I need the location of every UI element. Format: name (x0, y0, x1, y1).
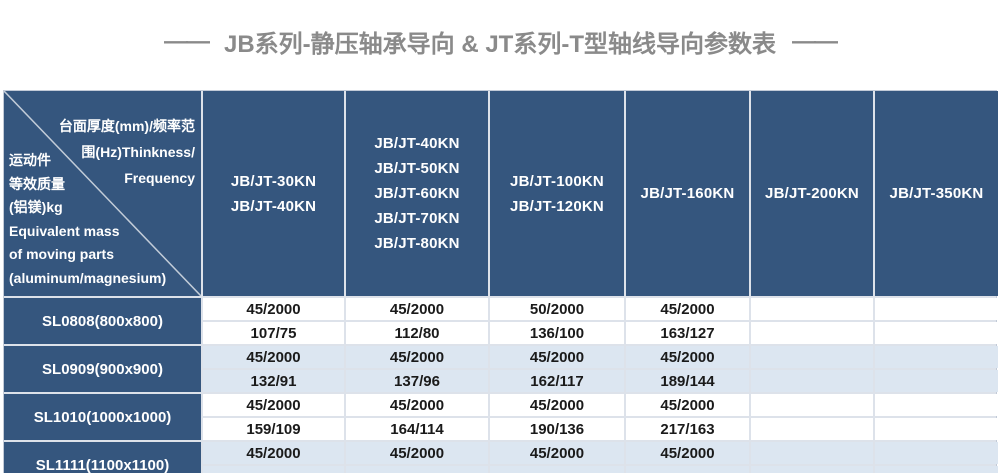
corner-top-right-line: 台面厚度(mm)/频率范 (58, 118, 195, 134)
parameter-table: 台面厚度(mm)/频率范围(Hz)Thinkness/Frequency 运动件… (3, 90, 998, 473)
value-cell: 107/75 (203, 322, 344, 344)
value-cell: 136/100 (490, 322, 624, 344)
value-cell (346, 466, 488, 473)
value-cell: 45/2000 (203, 394, 344, 416)
corner-bottom-left-line: (铝镁)kg (9, 199, 63, 215)
value-cell (875, 442, 998, 464)
column-header-line: JB/JT-40KN (374, 135, 460, 152)
column-header-line: JB/JT-50KN (374, 160, 460, 177)
value-cell (875, 322, 998, 344)
value-cell: 45/2000 (626, 442, 749, 464)
corner-header-cell: 台面厚度(mm)/频率范围(Hz)Thinkness/Frequency 运动件… (4, 91, 201, 296)
value-cell (875, 418, 998, 440)
corner-bottom-left-line: of moving parts (9, 246, 115, 262)
value-cell: 45/2000 (346, 394, 488, 416)
value-cell: 45/2000 (346, 442, 488, 464)
column-header-line: JB/JT-350KN (889, 185, 984, 202)
row-label: SL0808(800x800) (4, 298, 201, 344)
corner-bottom-left-line: (aluminum/magnesium) (9, 269, 167, 286)
value-cell: 45/2000 (626, 346, 749, 368)
value-cell: 159/109 (203, 418, 344, 440)
value-cell: 137/96 (346, 370, 488, 392)
row-label: SL1010(1000x1000) (4, 394, 201, 440)
column-header-line: JB/JT-120KN (510, 197, 604, 215)
page-title-text: JB系列-静压轴承导向 & JT系列-T型轴线导向参数表 (224, 31, 776, 58)
value-cell: 45/2000 (490, 394, 624, 416)
corner-top-right-label: 台面厚度(mm)/频率范围(Hz)Thinkness/Frequency (44, 113, 195, 191)
column-header: JB/JT-30KN JB/JT-40KN (203, 91, 344, 296)
value-cell (875, 394, 998, 416)
title-left-dash: —— (164, 27, 210, 55)
value-cell: 132/91 (203, 370, 344, 392)
value-cell: 45/2000 (490, 346, 624, 368)
column-header: JB/JT-40KN JB/JT-50KN JB/JT-60KN JB/JT-70KN… (346, 91, 488, 296)
corner-top-right-line: Frequency (124, 170, 195, 186)
value-cell: 45/2000 (626, 394, 749, 416)
corner-bottom-left-line: 运动件 (9, 152, 51, 168)
value-cell (875, 346, 998, 368)
value-cell: 50/2000 (490, 298, 624, 320)
column-header-line: JB/JT-200KN (765, 185, 859, 202)
value-cell (751, 370, 873, 392)
value-cell: 112/80 (346, 322, 488, 344)
value-cell (875, 370, 998, 392)
value-cell (751, 346, 873, 368)
value-cell: 163/127 (626, 322, 749, 344)
value-cell: 189/144 (626, 370, 749, 392)
value-cell: 45/2000 (203, 442, 344, 464)
value-cell (751, 442, 873, 464)
column-header: JB/JT-160KN (626, 91, 749, 296)
value-cell (751, 298, 873, 320)
row-label: SL0909(900x900) (4, 346, 201, 392)
value-cell: 162/117 (490, 370, 624, 392)
value-cell: 164/114 (346, 418, 488, 440)
row-label: SL1111(1100x1100) (4, 442, 201, 473)
value-cell: 45/2000 (490, 442, 624, 464)
value-cell: 45/2000 (203, 346, 344, 368)
value-cell (751, 418, 873, 440)
diagonal-divider (4, 91, 201, 296)
value-cell (751, 322, 873, 344)
value-cell (875, 298, 998, 320)
column-header: JB/JT-200KN (751, 91, 873, 296)
column-header-line: JB/JT-70KN (374, 210, 460, 227)
column-header-line: JB/JT-80KN (374, 235, 460, 252)
page-title: —— JB系列-静压轴承导向 & JT系列-T型轴线导向参数表 —— (0, 24, 1000, 59)
title-right-dash: —— (792, 27, 838, 55)
column-header-line: JB/JT-60KN (374, 185, 460, 202)
column-header-line: JB/JT-40KN (230, 197, 317, 215)
value-cell: 45/2000 (346, 346, 488, 368)
value-cell (751, 466, 873, 473)
corner-top-right-line: 围(Hz)Thinkness/ (81, 144, 195, 160)
column-header: JB/JT-350KN (875, 91, 998, 296)
column-header-line: JB/JT-160KN (640, 185, 735, 202)
value-cell (203, 466, 344, 473)
value-cell: 45/2000 (626, 298, 749, 320)
column-header-line: JB/JT-100KN (510, 172, 604, 190)
value-cell (751, 394, 873, 416)
column-header: JB/JT-100KN JB/JT-120KN (490, 91, 624, 296)
value-cell: 45/2000 (346, 298, 488, 320)
corner-bottom-left-label: 运动件等效质量 (铝镁)kg Equivalent mass of moving pa… (9, 149, 197, 290)
corner-bottom-left-line: 等效质量 (9, 175, 65, 192)
value-cell: 45/2000 (203, 298, 344, 320)
value-cell (490, 466, 624, 473)
value-cell (626, 466, 749, 473)
corner-bottom-left-line: Equivalent mass (9, 222, 120, 239)
column-header-line: JB/JT-30KN (230, 172, 317, 190)
value-cell (875, 466, 998, 473)
value-cell: 190/136 (490, 418, 624, 440)
value-cell: 217/163 (626, 418, 749, 440)
